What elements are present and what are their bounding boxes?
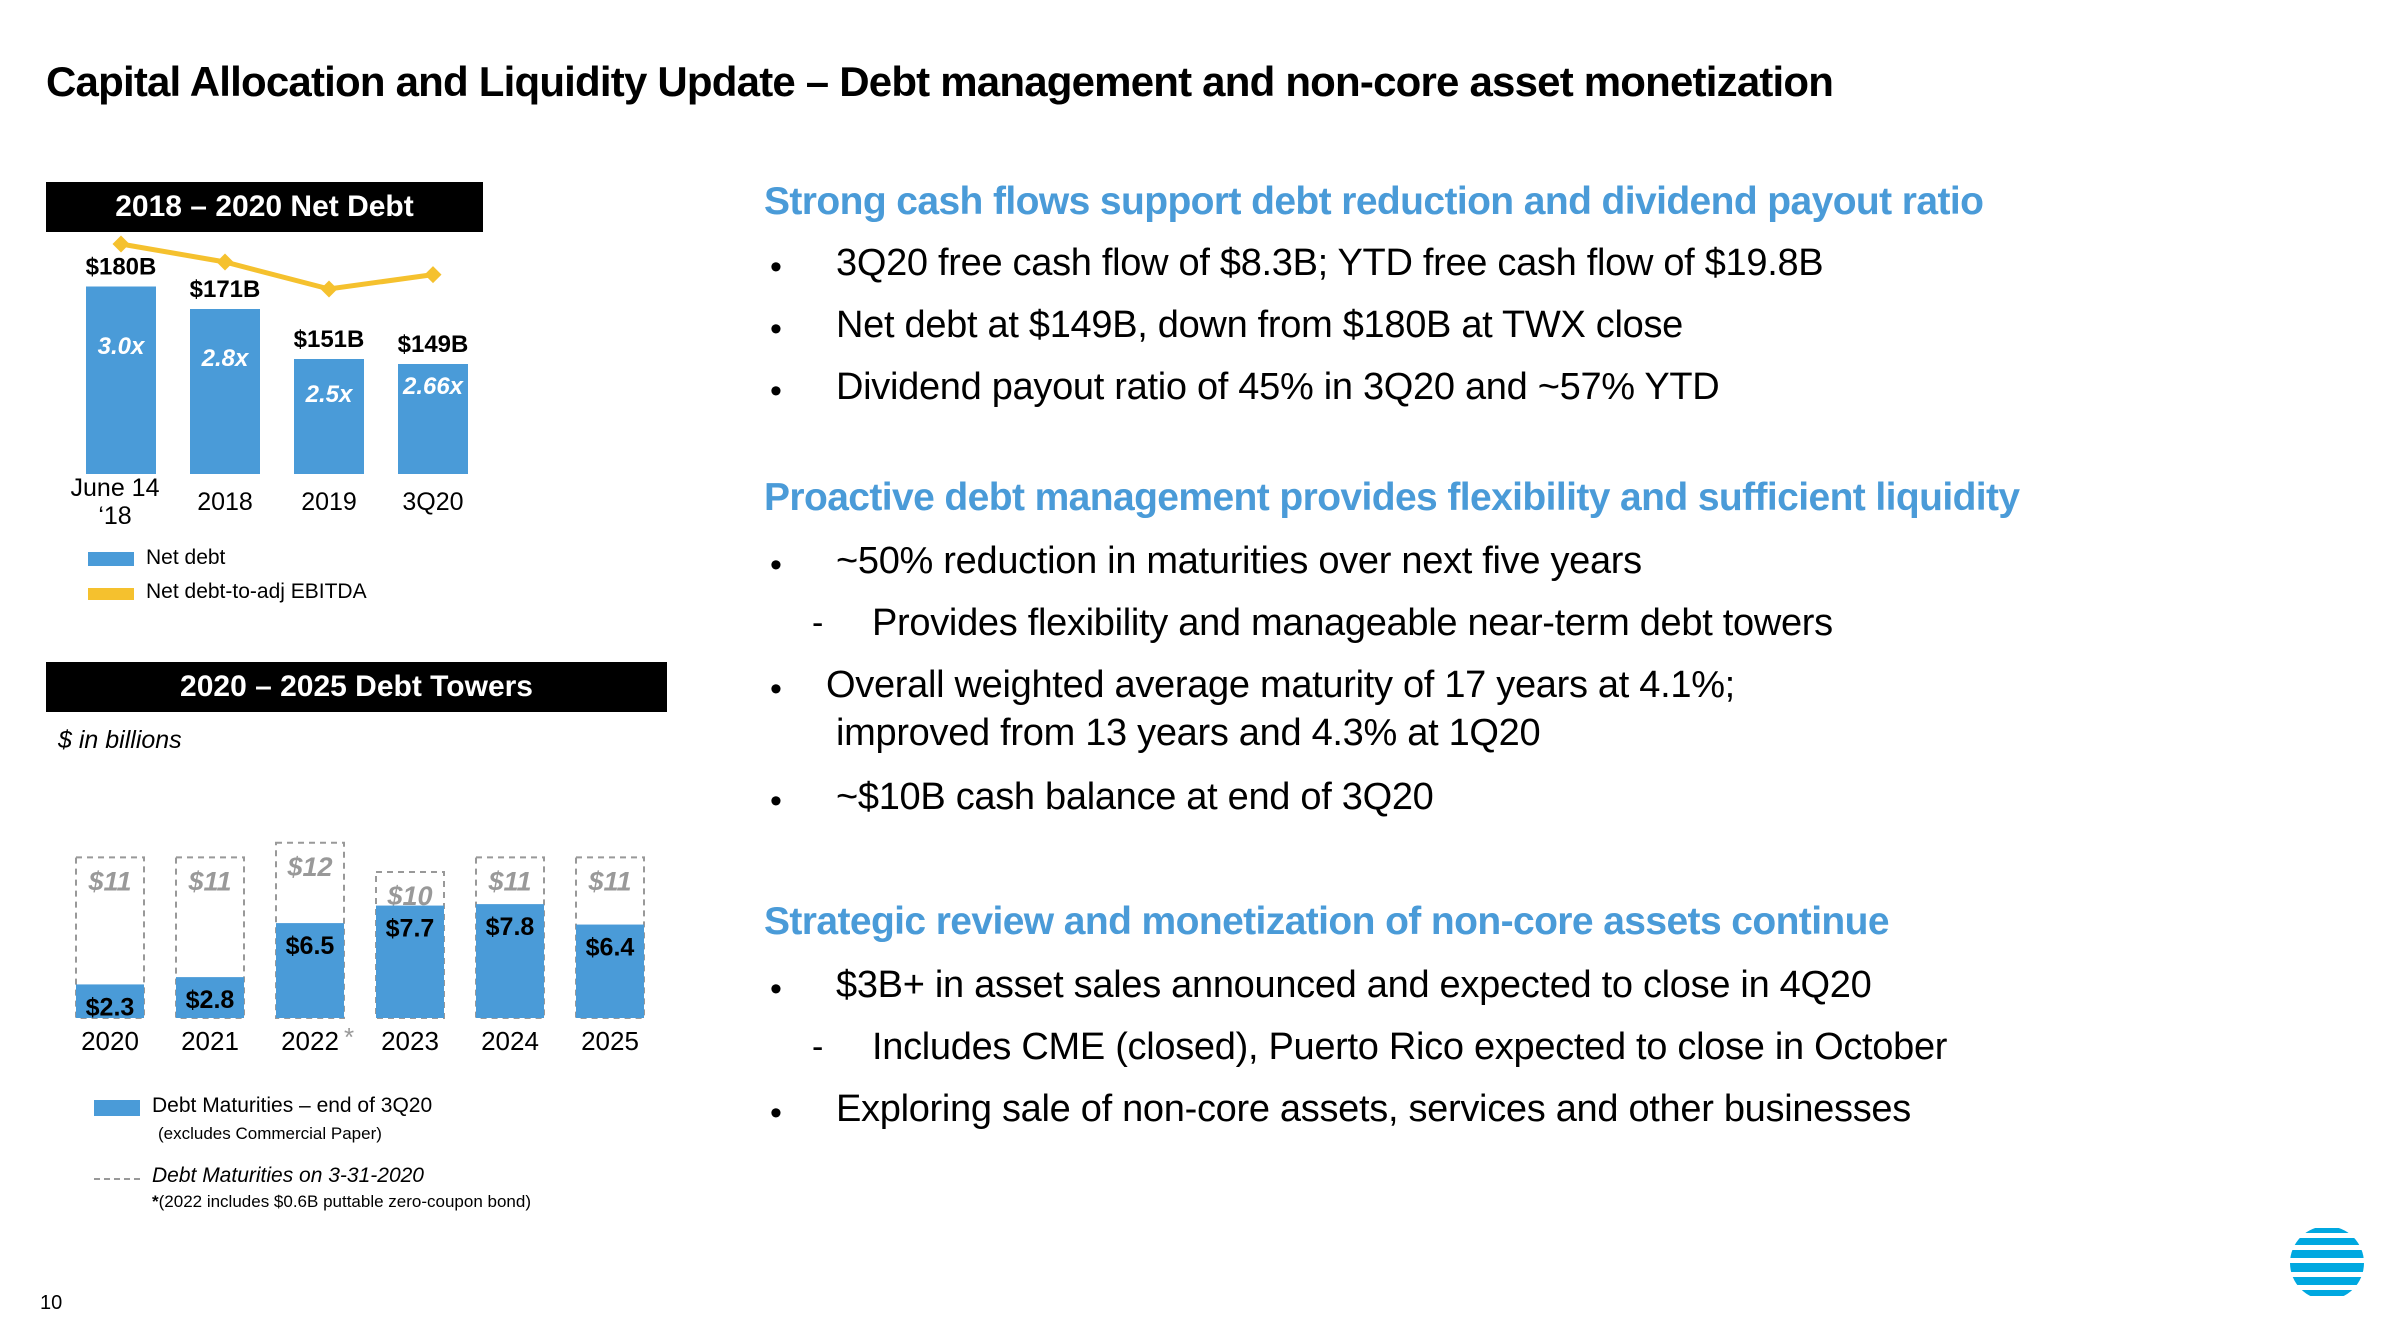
- ratio-point: [216, 253, 234, 271]
- net-debt-category-label: ‘18: [98, 502, 131, 530]
- net-debt-bar: [398, 364, 468, 474]
- legend-swatch-maturities: [94, 1100, 140, 1116]
- maturity-bar: [76, 984, 144, 1018]
- tower-category-label: 2025: [581, 1026, 639, 1056]
- net-debt-bar: [190, 309, 260, 474]
- legend-swatch-prior: [94, 1178, 140, 1180]
- tower-category-label: 2020: [81, 1026, 139, 1056]
- prior-maturity-label: $11: [587, 866, 631, 896]
- maturity-value-label: $6.5: [286, 932, 335, 960]
- legend-label-maturities: Debt Maturities – end of 3Q20: [152, 1094, 433, 1117]
- net-debt-category-label: June 14: [71, 474, 160, 502]
- net-debt-value-label: $151B: [294, 326, 365, 353]
- bullet-asset-sales: $3B+ in asset sales announced and expect…: [836, 964, 1872, 1006]
- bullet-exploring-sale: Exploring sale of non-core assets, servi…: [836, 1088, 1911, 1130]
- prior-maturity-outline: [175, 856, 245, 1020]
- bullet-weighted-maturity: Overall weighted average maturity of 17 …: [826, 664, 1735, 706]
- prior-maturity-label: $12: [286, 852, 332, 882]
- bullet-marker: •: [770, 310, 782, 348]
- prior-maturity-outline: [75, 856, 145, 1020]
- page-number: 10: [40, 1292, 63, 1314]
- legend-label-net-debt: Net debt: [146, 546, 226, 569]
- tower-category-label: 2022: [281, 1026, 339, 1056]
- maturity-bar: [476, 904, 544, 1018]
- bullet-marker: •: [770, 970, 782, 1008]
- maturity-value-label: $2.3: [86, 993, 135, 1021]
- legend-footnote: *(2022 includes $0.6B puttable zero-coup…: [152, 1192, 531, 1212]
- bullet-net-debt: Net debt at $149B, down from $180B at TW…: [836, 304, 1684, 346]
- maturity-bar: [276, 923, 344, 1018]
- ratio-value-label: 2.66x: [402, 373, 465, 400]
- bullet-cash-balance: ~$10B cash balance at end of 3Q20: [836, 776, 1434, 818]
- section-heading-debt-management: Proactive debt management provides flexi…: [764, 476, 2020, 519]
- net-debt-value-label: $149B: [398, 331, 469, 358]
- maturity-bar: [576, 924, 644, 1018]
- prior-maturity-label: $11: [187, 866, 231, 896]
- maturity-bar: [176, 977, 244, 1018]
- maturity-value-label: $7.7: [386, 915, 435, 943]
- net-debt-value-label: $180B: [86, 254, 157, 281]
- section-heading-cash-flows: Strong cash flows support debt reduction…: [764, 180, 1984, 223]
- ratio-point: [112, 235, 130, 253]
- section-heading-monetization: Strategic review and monetization of non…: [764, 900, 1890, 943]
- bullet-weighted-maturity-cont: improved from 13 years and 4.3% at 1Q20: [836, 712, 1541, 754]
- legend-swatch-net-debt: [88, 552, 134, 566]
- legend-swatch-ratio: [88, 588, 134, 600]
- ratio-point: [320, 280, 338, 298]
- net-debt-category-label: 3Q20: [402, 488, 463, 516]
- net-debt-value-label: $171B: [190, 276, 261, 303]
- bullet-fcf: 3Q20 free cash flow of $8.3B; YTD free c…: [836, 242, 1824, 284]
- net-debt-bar: [86, 286, 156, 474]
- maturity-value-label: $6.4: [586, 934, 635, 962]
- legend-maturities-note: (excludes Commercial Paper): [158, 1124, 382, 1143]
- bullet-dividend: Dividend payout ratio of 45% in 3Q20 and…: [836, 366, 1720, 408]
- maturity-value-label: $7.8: [486, 913, 535, 941]
- sub-bullet-marker: -: [812, 604, 824, 642]
- units-note: $ in billions: [58, 726, 182, 754]
- bullet-marker: •: [770, 1094, 782, 1132]
- tower-category-footnote-mark: *: [344, 1022, 354, 1052]
- sub-bullet-marker: -: [812, 1028, 824, 1066]
- prior-maturity-label: $11: [487, 866, 531, 896]
- net-debt-bar: [294, 359, 364, 474]
- sub-bullet-cme-puerto-rico: Includes CME (closed), Puerto Rico expec…: [872, 1026, 1948, 1068]
- bullet-marker: •: [770, 782, 782, 820]
- net-debt-panel-label: 2018 – 2020 Net Debt: [46, 182, 483, 232]
- net-debt-category-label: 2018: [197, 488, 253, 516]
- att-globe-icon: [2288, 1224, 2366, 1307]
- bullet-marker: •: [770, 372, 782, 410]
- ratio-value-label: 3.0x: [98, 333, 146, 360]
- ratio-value-label: 2.5x: [305, 381, 354, 408]
- slide-title: Capital Allocation and Liquidity Update …: [46, 58, 1834, 105]
- tower-category-label: 2021: [181, 1026, 239, 1056]
- bullet-marker: •: [770, 670, 782, 708]
- bullet-marker: •: [770, 546, 782, 584]
- legend-label-prior: Debt Maturities on 3-31-2020: [152, 1164, 424, 1187]
- maturity-bar: [376, 905, 444, 1018]
- prior-maturity-label: $11: [87, 866, 131, 896]
- net-debt-category-label: 2019: [301, 488, 357, 516]
- tower-category-label: 2024: [481, 1026, 539, 1056]
- sub-bullet-flexibility: Provides flexibility and manageable near…: [872, 602, 1833, 644]
- footnote-star: *: [152, 1192, 159, 1211]
- maturity-value-label: $2.8: [186, 986, 235, 1014]
- ratio-value-label: 2.8x: [201, 345, 250, 372]
- bullet-marker: •: [770, 248, 782, 286]
- footnote-text: (2022 includes $0.6B puttable zero-coupo…: [158, 1192, 531, 1211]
- debt-towers-panel-label: 2020 – 2025 Debt Towers: [46, 662, 667, 712]
- ratio-line: [120, 241, 434, 292]
- tower-category-label: 2023: [381, 1026, 439, 1056]
- ratio-point: [424, 266, 442, 284]
- legend-label-ratio: Net debt-to-adj EBITDA: [146, 580, 367, 603]
- bullet-maturities-reduction: ~50% reduction in maturities over next f…: [836, 540, 1642, 582]
